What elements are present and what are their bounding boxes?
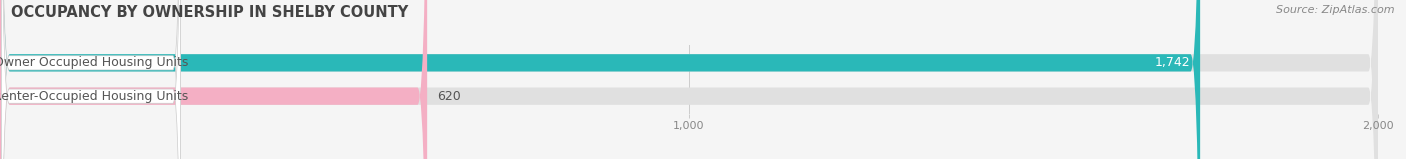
Text: Source: ZipAtlas.com: Source: ZipAtlas.com	[1277, 5, 1395, 15]
FancyBboxPatch shape	[0, 0, 427, 159]
Text: OCCUPANCY BY OWNERSHIP IN SHELBY COUNTY: OCCUPANCY BY OWNERSHIP IN SHELBY COUNTY	[11, 5, 409, 20]
Text: Owner Occupied Housing Units: Owner Occupied Housing Units	[0, 56, 188, 69]
Text: 1,742: 1,742	[1154, 56, 1189, 69]
Text: 620: 620	[437, 90, 461, 103]
FancyBboxPatch shape	[1, 0, 180, 159]
Text: Renter-Occupied Housing Units: Renter-Occupied Housing Units	[0, 90, 188, 103]
FancyBboxPatch shape	[1, 0, 180, 159]
FancyBboxPatch shape	[0, 0, 1201, 159]
